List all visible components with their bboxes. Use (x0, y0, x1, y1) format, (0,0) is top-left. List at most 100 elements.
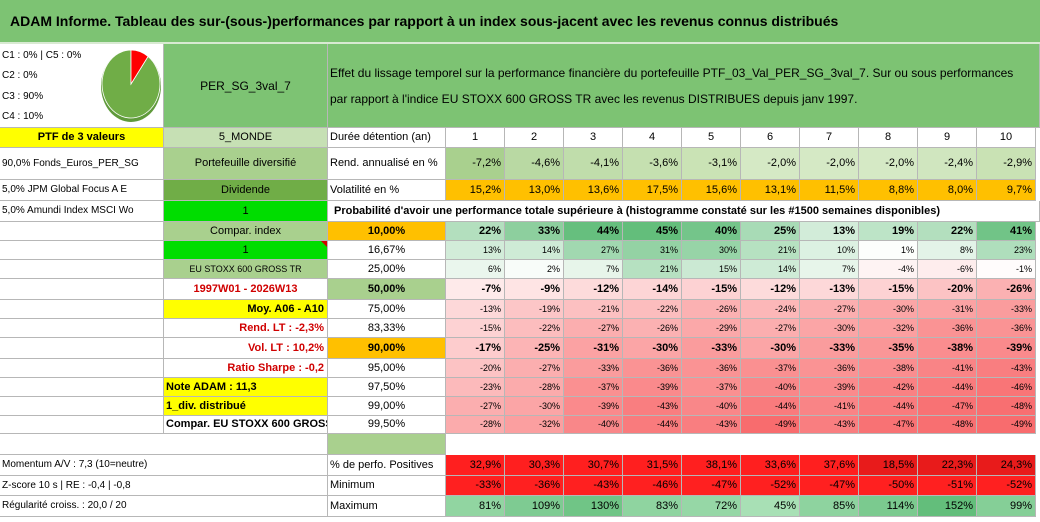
grid-value: -12% (741, 279, 800, 300)
grid-value: 44% (564, 222, 623, 241)
grid-value: -9% (505, 279, 564, 300)
grid-value: 14% (505, 241, 564, 260)
grid-value: -36% (977, 319, 1036, 338)
positives-value: 30,7% (564, 455, 623, 476)
positives-value: 31,5% (623, 455, 682, 476)
vol-label: Volatilité en % (328, 180, 446, 201)
grid-value: -7% (446, 279, 505, 300)
positives-value: 30,3% (505, 455, 564, 476)
portfolio-name: PER_SG_3val_7 (164, 44, 328, 128)
bottom-left-stat: Momentum A/V : 7,3 (10=neutre) (0, 455, 328, 476)
vol-value: 15,2% (446, 180, 505, 201)
grid-value: -22% (623, 300, 682, 319)
grid-value: -31% (918, 300, 977, 319)
grid-left-blank (0, 260, 164, 279)
grid-value: -35% (859, 338, 918, 359)
rend-value: -2,4% (918, 148, 977, 180)
rend-label: Rend. annualisé en % (328, 148, 446, 180)
grid-percentile: 75,00% (328, 300, 446, 319)
year-header: 1 (446, 128, 505, 148)
rend-value: -2,9% (977, 148, 1036, 180)
vol-lt-tag: Vol. LT : 10,2% (164, 338, 328, 359)
bottom-left-stat: Régularité croiss. : 20,0 / 20 (0, 496, 328, 517)
grid-percentile: 10,00% (328, 222, 446, 241)
grid-value: 1% (859, 241, 918, 260)
grid-value: -32% (505, 416, 564, 434)
grid-value: 41% (977, 222, 1036, 241)
year-header: 10 (977, 128, 1036, 148)
maximum-value: 114% (859, 496, 918, 517)
holding-1: 90,0% Fonds_Euros_PER_SG (0, 148, 164, 180)
grid-value: -20% (918, 279, 977, 300)
minimum-value: -43% (564, 476, 623, 496)
grid-value: -27% (446, 397, 505, 416)
grid-value: -46% (977, 378, 1036, 397)
grid-value: -19% (505, 300, 564, 319)
minimum-value: -47% (682, 476, 741, 496)
rend-value: -4,6% (505, 148, 564, 180)
period-tag: 1997W01 - 2026W13 (164, 279, 328, 300)
grid-value: 15% (682, 260, 741, 279)
grid-value: -30% (859, 300, 918, 319)
holding-2: 5,0% JPM Global Focus A E (0, 180, 164, 201)
year-header: 3 (564, 128, 623, 148)
grid-value: -49% (977, 416, 1036, 434)
vol-value: 13,6% (564, 180, 623, 201)
grid-value: 22% (918, 222, 977, 241)
div-tag: 1_div. distribué (164, 397, 328, 416)
grid-value: -1% (977, 260, 1036, 279)
positives-value: 22,3% (918, 455, 977, 476)
grid-left-blank (0, 338, 164, 359)
grid-value: -25% (505, 338, 564, 359)
grid-value: -44% (741, 397, 800, 416)
grid-left-blank (0, 397, 164, 416)
grid-value: -27% (505, 359, 564, 378)
grid-value: -37% (682, 378, 741, 397)
vol-value: 13,0% (505, 180, 564, 201)
grid-value: -27% (800, 300, 859, 319)
probability-title: Probabilité d'avoir une performance tota… (328, 201, 1040, 222)
year-header: 2 (505, 128, 564, 148)
grid-percentile: 16,67% (328, 241, 446, 260)
minimum-value: -51% (918, 476, 977, 496)
legend-c4: C4 : 10% (2, 111, 44, 122)
one-tag: 1 (164, 201, 328, 222)
grid-value: -15% (859, 279, 918, 300)
grid-value: -12% (564, 279, 623, 300)
grid-value: 45% (623, 222, 682, 241)
grid-value: -44% (623, 416, 682, 434)
grid-value: -27% (741, 319, 800, 338)
grid-value: -15% (682, 279, 741, 300)
vol-value: 9,7% (977, 180, 1036, 201)
grid-left-blank (0, 378, 164, 397)
grid-value: -31% (564, 338, 623, 359)
grid-percentile: 83,33% (328, 319, 446, 338)
grid-value: 23% (977, 241, 1036, 260)
maximum-label: Maximum (328, 496, 446, 517)
rend-value: -7,2% (446, 148, 505, 180)
grid-value: -30% (623, 338, 682, 359)
grid-value: 7% (564, 260, 623, 279)
grid-value: 22% (446, 222, 505, 241)
positives-value: 32,9% (446, 455, 505, 476)
grid-left-blank (0, 241, 164, 260)
diversified-tag: Portefeuille diversifié (164, 148, 328, 180)
report-title: ADAM Informe. Tableau des sur-(sous-)per… (0, 0, 1040, 42)
grid-value: -33% (800, 338, 859, 359)
pie-slice-c4 (130, 49, 149, 86)
grid-value: -26% (623, 319, 682, 338)
positives-value: 24,3% (977, 455, 1036, 476)
grid-left-blank (0, 319, 164, 338)
grid-value: -28% (446, 416, 505, 434)
grid-value: 14% (741, 260, 800, 279)
grid-value: -39% (800, 378, 859, 397)
grid-value: 7% (800, 260, 859, 279)
positives-label: % de perfo. Positives (328, 455, 446, 476)
legend-c3: C3 : 90% (2, 91, 44, 102)
grid-value: -28% (505, 378, 564, 397)
grid-value: -30% (800, 319, 859, 338)
grid-value: -20% (446, 359, 505, 378)
compar-index-tag: Compar. index (164, 222, 328, 241)
grid-value: -40% (682, 397, 741, 416)
